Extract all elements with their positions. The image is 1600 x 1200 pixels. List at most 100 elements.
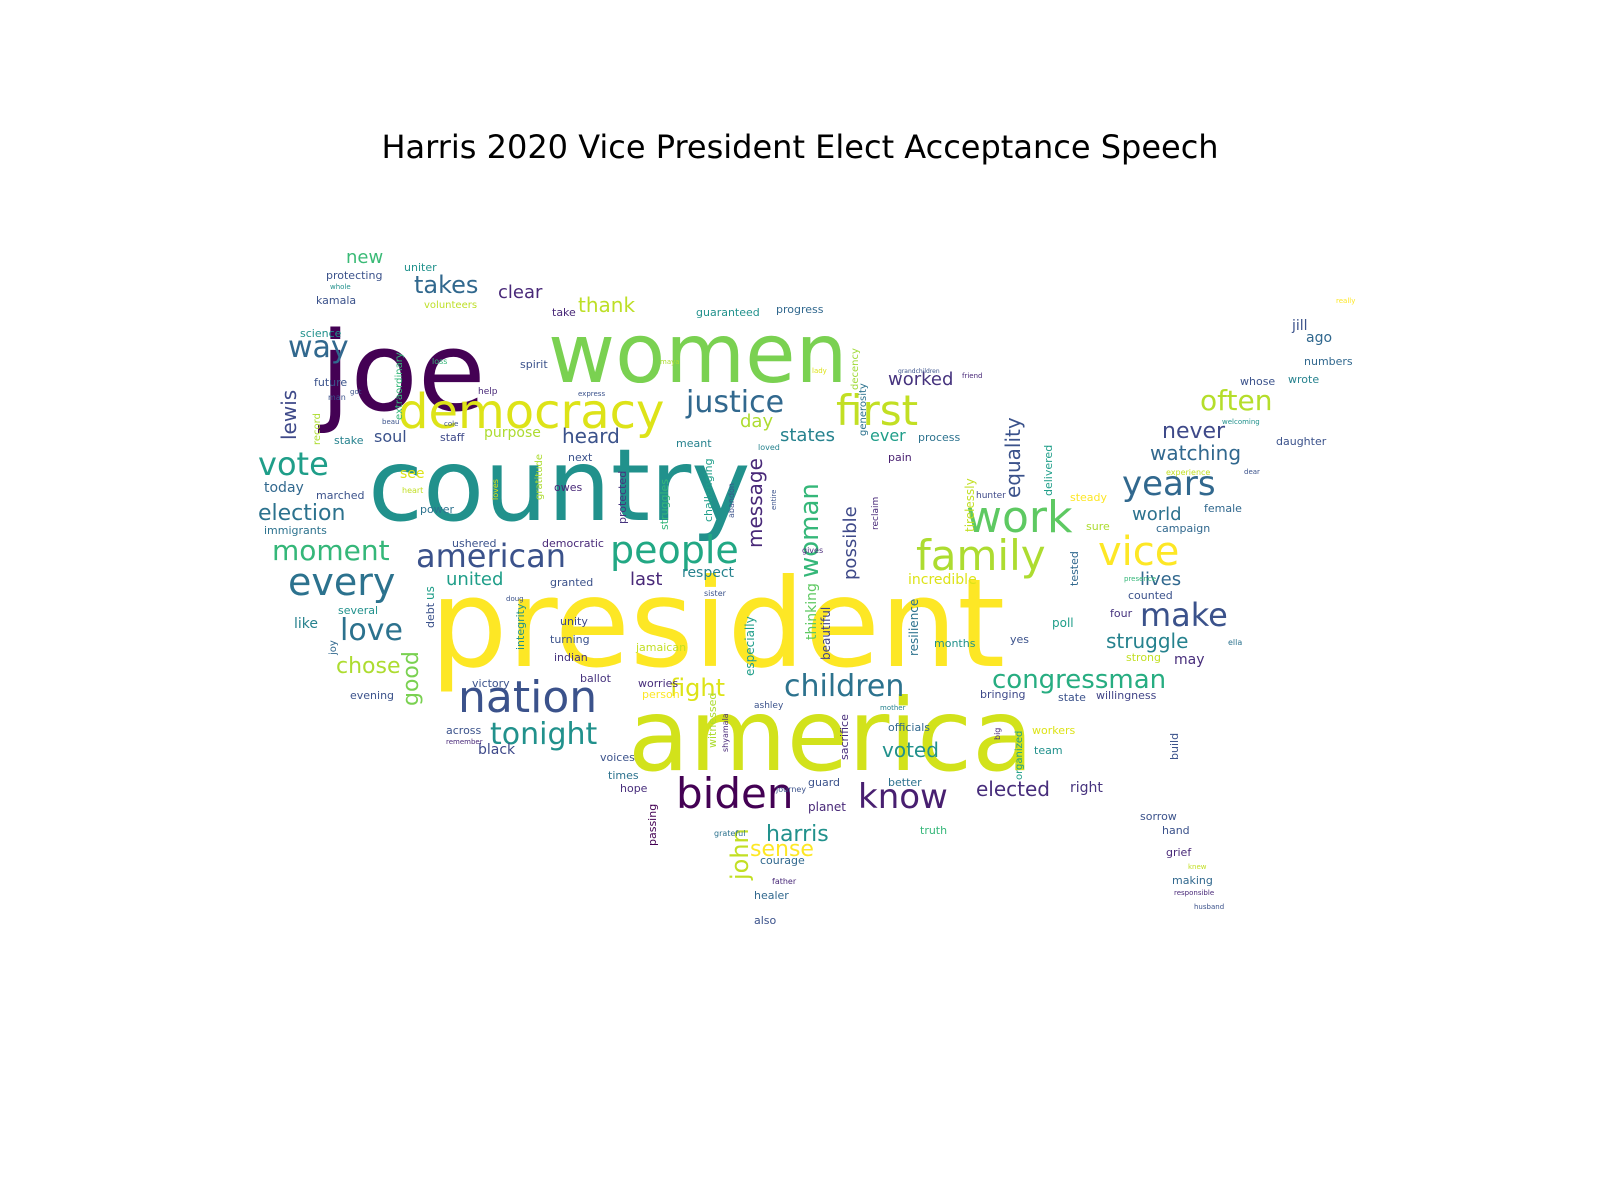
word-states: states xyxy=(780,425,835,446)
word-evening: evening xyxy=(350,689,394,702)
word-process: process xyxy=(918,431,961,444)
word-lives: lives xyxy=(1140,569,1181,590)
word-incredible: incredible xyxy=(908,572,977,588)
word-fight: fight xyxy=(670,674,725,702)
word-take: take xyxy=(552,306,576,319)
word-staff: staff xyxy=(440,431,465,444)
word-presence: presence xyxy=(1124,575,1156,583)
word-next: next xyxy=(568,451,593,464)
word-biden: biden xyxy=(676,769,793,818)
word-worked: worked xyxy=(888,369,953,390)
word-loves: loves xyxy=(491,479,500,500)
word-female: female xyxy=(1204,502,1242,515)
word-uniter: uniter xyxy=(404,261,437,274)
word-today: today xyxy=(264,480,304,496)
word-delivered: delivered xyxy=(1042,445,1055,496)
word-dear: dear xyxy=(1244,468,1260,476)
word-worries: worries xyxy=(638,677,678,690)
word-soul: soul xyxy=(374,427,407,446)
word-decency: decency xyxy=(850,348,861,390)
word-work: work xyxy=(966,492,1073,543)
word-possible: possible xyxy=(840,506,861,580)
word-make: make xyxy=(1140,596,1228,634)
word-heard: heard xyxy=(562,424,620,448)
word-john: john xyxy=(726,828,754,881)
word-never: never xyxy=(1162,419,1226,444)
word-world: world xyxy=(1132,504,1182,525)
word-man: man xyxy=(328,393,346,402)
word-abandon: abandon xyxy=(727,483,736,518)
word-hunter: hunter xyxy=(976,491,1006,501)
word-really: really xyxy=(1336,297,1355,305)
word-us: us xyxy=(423,586,437,600)
word-strong: strong xyxy=(1126,651,1161,664)
word-america: america xyxy=(628,677,1033,794)
word-debt: debt xyxy=(424,602,437,628)
word-joe: joe xyxy=(318,308,486,436)
word-loved: loved xyxy=(758,443,780,452)
word-day: day xyxy=(740,411,773,432)
word-people: people xyxy=(610,528,739,572)
word-way: way xyxy=(288,330,349,365)
word-election: election xyxy=(258,501,345,526)
word-ushered: ushered xyxy=(452,537,496,550)
word-right: right xyxy=(1070,780,1103,796)
word-sure: sure xyxy=(1086,520,1110,533)
word-know: know xyxy=(858,777,948,817)
word-every: every xyxy=(288,560,395,604)
word-big: big xyxy=(993,728,1002,740)
word-cole: cole xyxy=(444,420,458,428)
word-country: country xyxy=(368,427,750,544)
word-four: four xyxy=(1110,607,1133,620)
word-making: making xyxy=(1172,874,1213,887)
word-beau: beau xyxy=(382,418,399,426)
word-tonight: tonight xyxy=(490,717,598,752)
word-black: black xyxy=(478,742,516,758)
word-poll: poll xyxy=(1052,616,1074,630)
word-sacrifice: sacrifice xyxy=(838,714,851,760)
word-ballot: ballot xyxy=(580,672,612,685)
word-united: united xyxy=(446,569,503,590)
word-democracy: democracy xyxy=(398,384,664,440)
word-chose: chose xyxy=(336,654,401,679)
word-clear: clear xyxy=(498,282,543,303)
word-also: also xyxy=(754,914,777,927)
word-courage: courage xyxy=(760,854,805,867)
word-husband: husband xyxy=(1194,903,1224,911)
word-organized: organized xyxy=(1014,731,1025,780)
word-nation: nation xyxy=(458,672,597,723)
word-entire: entire xyxy=(770,490,778,510)
word-equality: equality xyxy=(1001,417,1025,498)
word-thinking: thinking xyxy=(804,583,820,640)
word-ago: ago xyxy=(1306,330,1332,346)
word-guaranteed: guaranteed xyxy=(696,306,760,319)
word-ever: ever xyxy=(870,426,906,445)
word-officials: officials xyxy=(888,721,930,734)
word-friend: friend xyxy=(962,372,982,380)
word-watching: watching xyxy=(1150,441,1241,465)
word-times: times xyxy=(608,769,639,782)
word-knew: knew xyxy=(1188,863,1207,871)
word-takes: takes xyxy=(414,271,478,299)
word-generosity: generosity xyxy=(858,383,869,436)
word-good: good xyxy=(399,651,424,706)
word-across: across xyxy=(446,724,482,737)
word-lewis: lewis xyxy=(277,390,301,440)
word-congressman: congressman xyxy=(992,665,1166,695)
word-victory: victory xyxy=(472,677,510,690)
word-see: see xyxy=(400,466,425,482)
word-grandchildren: grandchildren xyxy=(898,368,940,375)
word-thank: thank xyxy=(578,293,635,317)
word-message: message xyxy=(743,458,767,548)
word-wrote: wrote xyxy=(1288,373,1319,386)
word-daughter: daughter xyxy=(1276,435,1327,448)
word-campaign: campaign xyxy=(1156,522,1210,535)
word-counted: counted xyxy=(1128,589,1173,602)
word-years: years xyxy=(1122,464,1216,504)
word-healer: healer xyxy=(754,889,789,902)
word-protecting: protecting xyxy=(326,269,382,282)
word-reclaim: reclaim xyxy=(871,497,881,530)
word-purpose: purpose xyxy=(484,425,541,441)
word-remember: remember xyxy=(446,738,483,746)
word-experience: experience xyxy=(1166,468,1210,477)
